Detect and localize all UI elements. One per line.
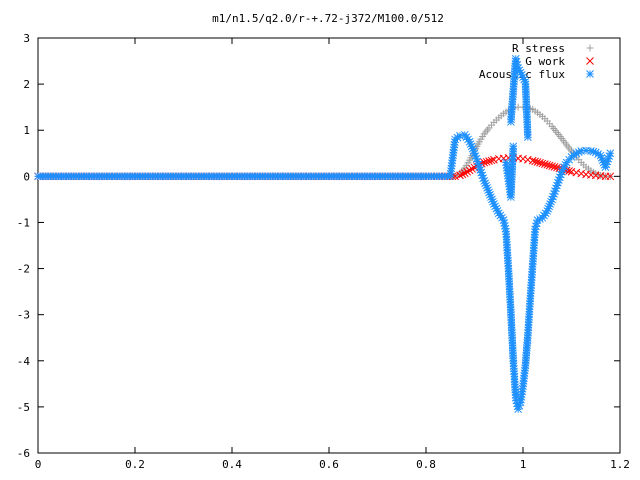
x-tick-label: 0 xyxy=(35,458,42,471)
chart-title: m1/n1.5/q2.0/r-+.72-j372/M100.0/512 xyxy=(212,12,444,25)
data-point xyxy=(550,163,559,171)
data-point xyxy=(487,156,496,165)
data-point xyxy=(545,161,554,170)
data-point xyxy=(485,157,493,165)
y-tick-label: 3 xyxy=(23,32,30,45)
x-tick-label: 1.2 xyxy=(610,458,630,471)
y-tick-label: -3 xyxy=(17,309,30,322)
data-point xyxy=(456,131,464,140)
data-point xyxy=(458,170,467,179)
legend-label: G work xyxy=(525,55,565,68)
data-point xyxy=(531,225,539,234)
y-tick-label: -1 xyxy=(17,216,30,229)
y-tick-label: 2 xyxy=(23,78,30,91)
data-marks xyxy=(34,54,615,414)
series-2 xyxy=(34,54,615,414)
data-point xyxy=(509,142,518,151)
data-point xyxy=(468,165,476,173)
legend-marker xyxy=(586,70,594,78)
y-tick-label: 1 xyxy=(23,124,30,137)
x-tick-label: 0.4 xyxy=(222,458,242,471)
data-point xyxy=(536,158,544,167)
x-tick-label: 0.8 xyxy=(416,458,436,471)
data-point xyxy=(538,159,547,168)
y-tick-label: -2 xyxy=(17,263,30,276)
data-point xyxy=(460,169,469,177)
data-point xyxy=(577,169,586,178)
legend-marker xyxy=(586,44,594,52)
x-tick-label: 1 xyxy=(520,458,527,471)
y-tick-label: 0 xyxy=(23,170,30,183)
legend-marker xyxy=(586,57,594,65)
y-tick-label: -5 xyxy=(17,401,30,414)
data-point xyxy=(482,157,491,166)
data-point xyxy=(565,167,573,175)
data-point xyxy=(548,162,556,171)
data-point xyxy=(456,171,464,180)
data-point xyxy=(465,166,474,175)
data-point xyxy=(533,158,542,166)
data-point xyxy=(543,160,552,169)
data-point xyxy=(463,167,472,176)
y-tick-label: -6 xyxy=(17,447,30,460)
legend-label: R stress xyxy=(512,42,565,55)
data-point xyxy=(515,401,524,410)
data-point xyxy=(490,155,498,164)
data-point xyxy=(523,155,532,164)
x-tick-label: 0.6 xyxy=(319,458,339,471)
x-tick-label: 0.2 xyxy=(125,458,145,471)
data-point xyxy=(531,157,539,166)
y-tick-label: -4 xyxy=(17,355,31,368)
data-point xyxy=(606,149,615,158)
data-point xyxy=(606,172,615,181)
axis-ticks: 0 0.2 0.4 0.6 0.8 1 1.2 3 2 1 0 -1 -2 -3 -4 -5 -6 xyxy=(17,32,630,471)
data-point xyxy=(567,167,576,176)
data-point xyxy=(540,160,549,168)
data-point xyxy=(528,156,537,165)
data-point xyxy=(572,168,581,177)
data-point xyxy=(523,133,532,141)
data-point xyxy=(519,154,527,163)
